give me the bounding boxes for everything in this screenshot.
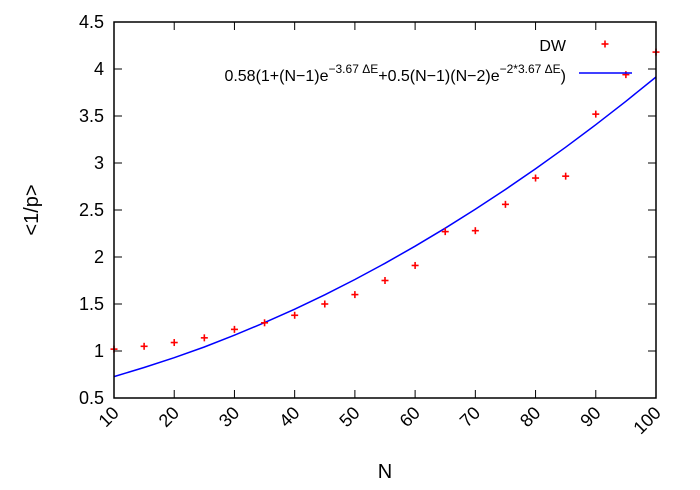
x-tick-label: 40 (275, 403, 303, 431)
x-tick-label: 100 (629, 403, 664, 438)
data-point-dw (230, 325, 238, 333)
y-tick-label: 4.5 (79, 12, 104, 32)
y-tick-label: 0.5 (79, 388, 104, 408)
data-point-dw (170, 339, 178, 347)
data-point-dw (351, 291, 359, 299)
x-tick-label: 30 (215, 403, 243, 431)
x-tick-label: 60 (396, 403, 424, 431)
data-point-dw (321, 300, 329, 308)
data-point-dw (200, 334, 208, 342)
data-point-dw (291, 311, 299, 319)
legend-marker-dw (601, 40, 609, 48)
x-tick-label: 20 (155, 403, 183, 431)
y-tick-label: 2.5 (79, 200, 104, 220)
y-tick-label: 2 (94, 247, 104, 267)
fit-curve (113, 76, 657, 378)
x-tick-label: 70 (456, 403, 484, 431)
legend-label-fit: 0.58(1+(N−1)e−3.67 ΔE+0.5(N−1)(N−2)e−2*3… (224, 62, 566, 85)
data-point-dw (501, 200, 509, 208)
y-tick-label: 3.5 (79, 106, 104, 126)
data-point-dw (532, 174, 540, 182)
data-point-dw (411, 261, 419, 269)
legend-label-dw: DW (539, 38, 567, 55)
y-tick-label: 3 (94, 153, 104, 173)
x-tick-label: 90 (576, 403, 604, 431)
y-axis-label: <1/p> (21, 184, 43, 235)
data-point-dw (441, 228, 449, 236)
x-axis-label: N (378, 461, 392, 483)
data-point-dw (261, 319, 269, 327)
data-point-dw (140, 342, 148, 350)
plot-marks (110, 48, 660, 378)
y-tick-label: 4 (94, 59, 104, 79)
x-tick-label: 80 (516, 403, 544, 431)
data-point-dw (471, 227, 479, 235)
data-point-dw (592, 110, 600, 118)
data-point-dw (381, 277, 389, 284)
legend: DW 0.58(1+(N−1)e−3.67 ΔE+0.5(N−1)(N−2)e−… (224, 38, 632, 85)
y-tick-label: 1.5 (79, 294, 104, 314)
x-tick-label: 50 (335, 403, 363, 431)
legend-plus-icon (601, 40, 609, 48)
data-point-dw (562, 172, 570, 180)
y-tick-label: 1 (94, 341, 104, 361)
data-point-dw (622, 71, 630, 79)
